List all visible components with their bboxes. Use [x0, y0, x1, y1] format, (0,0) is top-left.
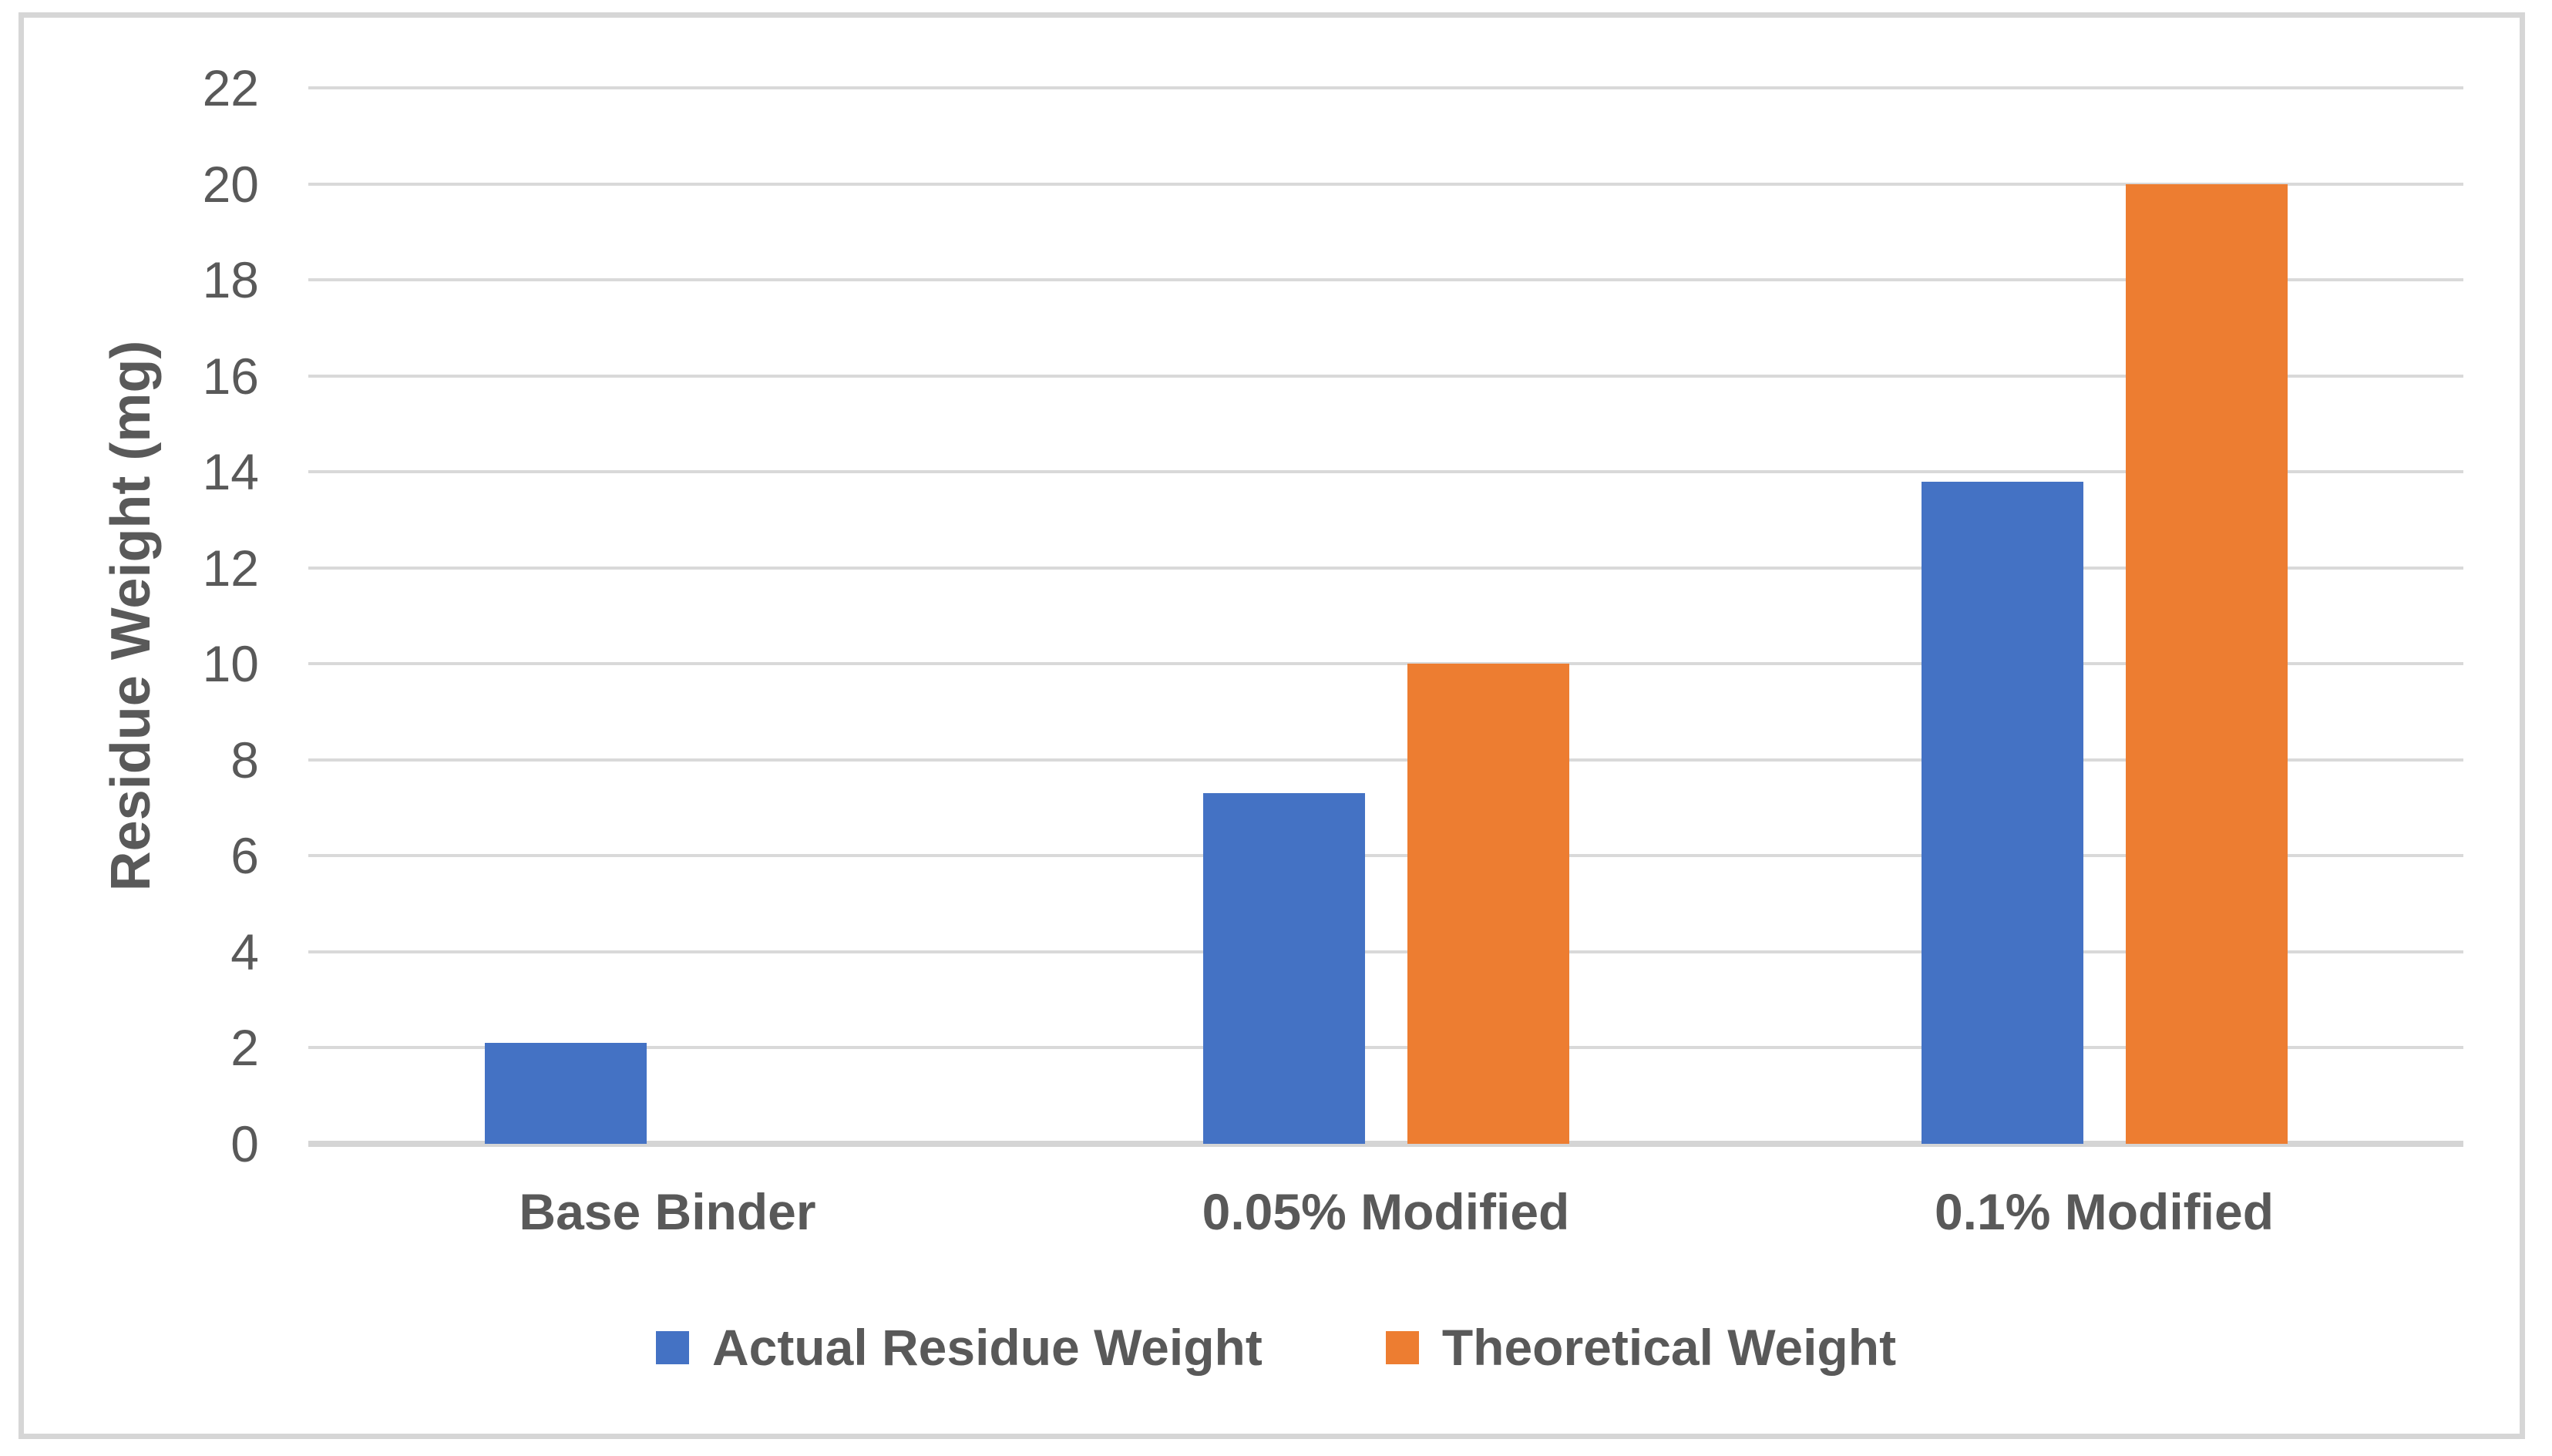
legend-item: Actual Residue Weight [655, 1318, 1263, 1377]
gridline [308, 182, 2463, 186]
y-tick-label: 16 [202, 347, 259, 405]
legend-marker-icon [655, 1330, 689, 1364]
bar-actual-residue-weight-base-binder [484, 1043, 647, 1144]
y-tick-label: 22 [202, 59, 259, 116]
gridline [308, 950, 2463, 953]
y-tick-label: 6 [230, 827, 259, 885]
legend-label: Theoretical Weight [1441, 1319, 1897, 1376]
gridline [308, 662, 2463, 666]
x-axis-label: Base Binder [519, 1183, 816, 1240]
gridline [308, 758, 2463, 762]
y-tick-label: 10 [202, 635, 259, 693]
y-tick-label: 18 [202, 251, 259, 309]
gridline [308, 470, 2463, 474]
y-tick-label: 20 [202, 155, 259, 213]
y-tick-label: 4 [230, 923, 259, 980]
y-tick-label: 0 [230, 1115, 259, 1172]
legend-item: Theoretical Weight [1385, 1318, 1897, 1377]
legend-label: Actual Residue Weight [711, 1319, 1263, 1376]
bar-actual-residue-weight-0-05-modified [1202, 793, 1365, 1144]
gridline [308, 374, 2463, 378]
gridline [308, 86, 2463, 89]
bar-theoretical-weight-0-1-modified [2125, 183, 2288, 1144]
y-tick-label: 12 [202, 539, 259, 597]
x-axis-label: 0.05% Modified [1202, 1183, 1570, 1240]
y-tick-label: 8 [230, 731, 259, 789]
chart-border [18, 12, 2525, 1439]
legend: Actual Residue Weight Theoretical Weight [0, 1310, 2552, 1384]
bar-theoretical-weight-0-05-modified [1407, 664, 1569, 1144]
y-tick-label: 14 [202, 443, 259, 501]
gridline [308, 278, 2463, 282]
x-axis-line [308, 1141, 2463, 1147]
gridline [308, 566, 2463, 570]
gridline [308, 1046, 2463, 1050]
legend-marker-icon [1385, 1330, 1419, 1364]
y-tick-label: 2 [230, 1019, 259, 1077]
gridline [308, 854, 2463, 858]
bar-actual-residue-weight-0-1-modified [1921, 481, 2083, 1144]
x-axis-label: 0.1% Modified [1934, 1183, 2275, 1240]
y-axis-title: Residue Weight (mg) [100, 340, 162, 892]
